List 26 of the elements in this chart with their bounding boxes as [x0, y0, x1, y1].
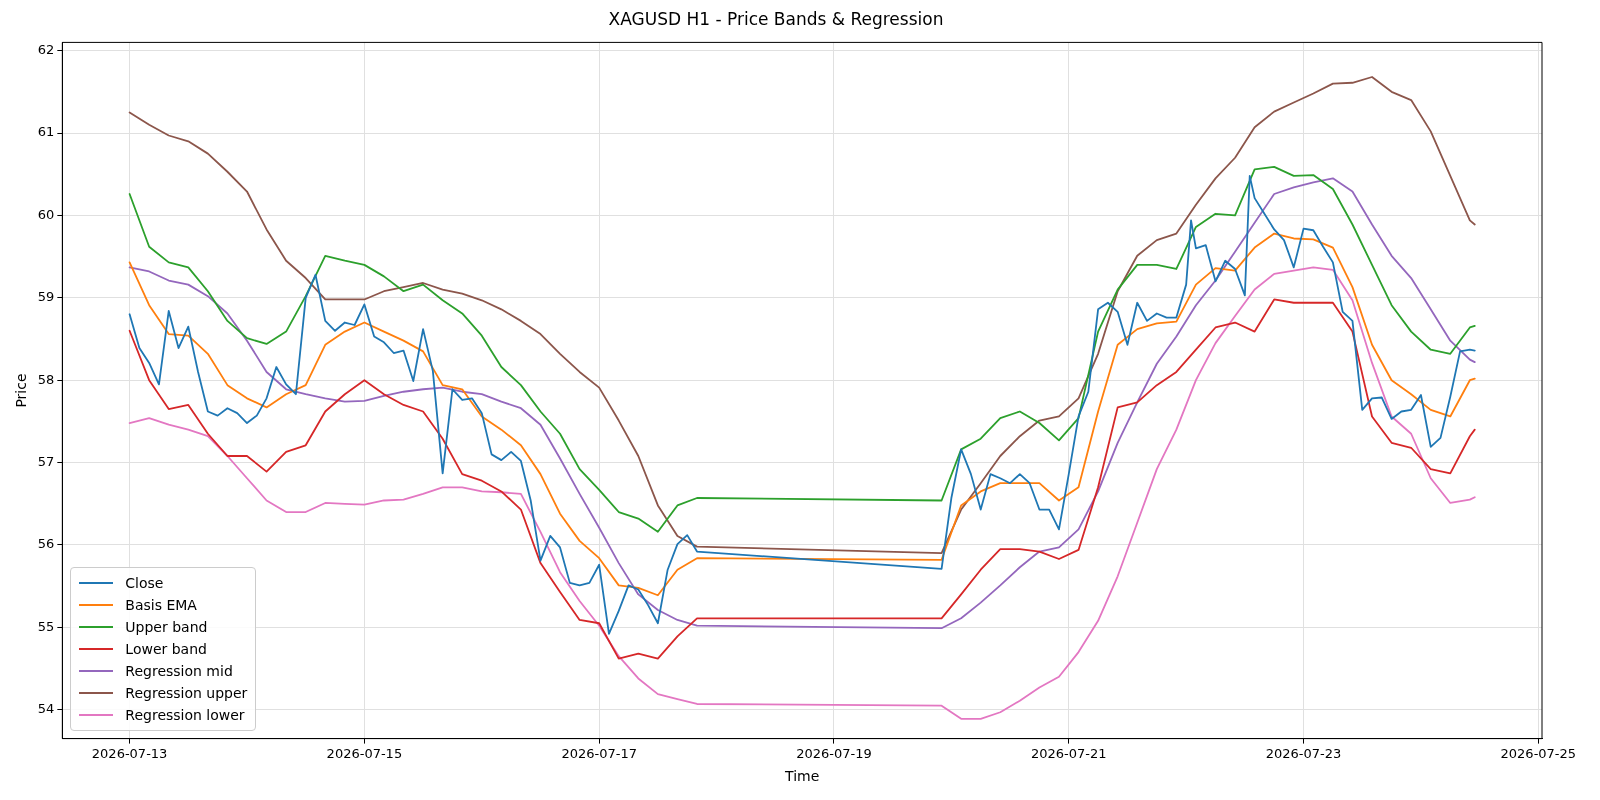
legend-label: Regression upper — [125, 684, 248, 701]
x-tick-label: 2026-07-25 — [1500, 745, 1577, 761]
legend-label: Regression lower — [125, 706, 245, 723]
legend-label: Upper band — [125, 618, 208, 635]
x-tick-label: 2026-07-17 — [561, 745, 637, 761]
y-tick-label: 60 — [37, 206, 55, 222]
chart-title: XAGUSD H1 - Price Bands & Regression — [608, 8, 944, 29]
y-tick-label: 55 — [37, 618, 55, 634]
y-tick-label: 56 — [37, 536, 55, 552]
y-tick-label: 57 — [37, 453, 55, 469]
legend-label: Close — [125, 574, 164, 591]
y-tick-label: 58 — [37, 371, 55, 387]
x-tick-label: 2026-07-23 — [1265, 745, 1342, 761]
x-tick-label: 2026-07-19 — [796, 745, 872, 761]
x-axis-title: Time — [784, 768, 820, 785]
legend-label: Regression mid — [125, 662, 233, 679]
x-tick-label: 2026-07-13 — [91, 745, 168, 761]
y-tick-label: 62 — [37, 42, 55, 58]
x-tick-label: 2026-07-15 — [326, 745, 403, 761]
y-tick-label: 61 — [37, 124, 55, 140]
y-axis-title: Price — [13, 373, 30, 408]
legend-label: Basis EMA — [125, 596, 197, 613]
y-tick-label: 59 — [37, 289, 55, 305]
y-tick-label: 54 — [37, 701, 55, 717]
x-tick-label: 2026-07-21 — [1030, 745, 1107, 761]
legend-label: Lower band — [125, 640, 207, 657]
